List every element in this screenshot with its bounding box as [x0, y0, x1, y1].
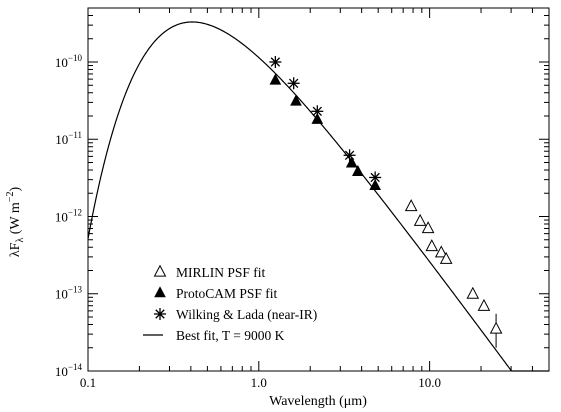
legend-label: Best fit, T = 9000 K [176, 328, 285, 343]
mirlin-point [466, 286, 480, 299]
mirlin-point [413, 213, 427, 226]
y-axis-label-unit: (W m [8, 202, 23, 238]
plot-frame [87, 7, 550, 372]
asterisk-stroke [312, 106, 322, 117]
mirlin-point [489, 321, 503, 334]
y-tick-label: 10−11 [55, 130, 82, 147]
mirlin-point [477, 298, 491, 311]
y-tick-base: 10 [55, 364, 68, 379]
y-tick-exponent: −14 [68, 362, 83, 372]
y-axis-label-sub: λ [15, 238, 26, 243]
mirlin-point [425, 239, 439, 252]
y-axis-label-close: ) [8, 187, 23, 192]
protocam-point [352, 164, 364, 177]
legend-label: Wilking & Lada (near-IR) [176, 307, 317, 322]
mirlin-point [421, 221, 435, 234]
legend: MIRLIN PSF fit ProtoCAM PSF fit Wilking & … [143, 264, 317, 343]
mirlin-point [404, 199, 418, 212]
legend-symbol-mirlin [153, 264, 167, 277]
legend-label: MIRLIN PSF fit [176, 265, 266, 280]
wilking-lada-point [287, 77, 300, 90]
y-axis-label-exp: −2 [5, 192, 16, 203]
legend-symbol-protocam [154, 286, 166, 298]
mirlin-point [434, 245, 448, 258]
protocam-point [369, 178, 381, 191]
x-tick-label: 10.0 [418, 375, 441, 390]
y-axis-label: λFλ (W m−2) [5, 187, 26, 258]
y-tick-base: 10 [55, 209, 68, 224]
y-tick-base: 10 [55, 132, 68, 147]
asterisk-stroke [344, 150, 355, 160]
y-tick-base: 10 [55, 287, 68, 302]
curve-layer [87, 21, 549, 372]
asterisk-stroke [155, 309, 165, 319]
x-axis-label: Wavelength (μm) [269, 394, 367, 409]
y-tick-exponent: −12 [68, 207, 82, 217]
protocam-point [311, 112, 324, 124]
y-axis-label-main: λF [8, 242, 23, 257]
protocam-point [269, 73, 282, 85]
wilking-lada-point [369, 171, 382, 184]
protocam-point [345, 156, 358, 168]
legend-symbol-wilking-lada [154, 308, 166, 320]
y-tick-exponent: −13 [68, 285, 83, 295]
legend-label: ProtoCAM PSF fit [176, 286, 278, 301]
y-tick-label: 10−10 [55, 53, 83, 70]
y-tick-label: 10−14 [55, 362, 83, 379]
x-tick-label: 1.0 [251, 375, 267, 390]
y-tick-exponent: −11 [68, 130, 82, 140]
mirlin-point [439, 251, 453, 264]
y-tick-exponent: −10 [68, 53, 83, 63]
best-fit-curve [87, 21, 549, 372]
protocam-point [290, 94, 302, 106]
wilking-lada-point [343, 149, 356, 162]
y-tick-label: 10−12 [55, 207, 82, 224]
wilking-lada-point [311, 105, 324, 118]
marks-layer [269, 55, 503, 348]
asterisk-stroke [270, 57, 281, 67]
x-tick-label: 0.1 [80, 375, 96, 390]
wilking-lada-point [269, 55, 282, 68]
y-tick-base: 10 [55, 55, 68, 70]
y-tick-label: 10−13 [55, 285, 83, 302]
asterisk-stroke [288, 78, 299, 88]
asterisk-stroke [370, 172, 380, 183]
